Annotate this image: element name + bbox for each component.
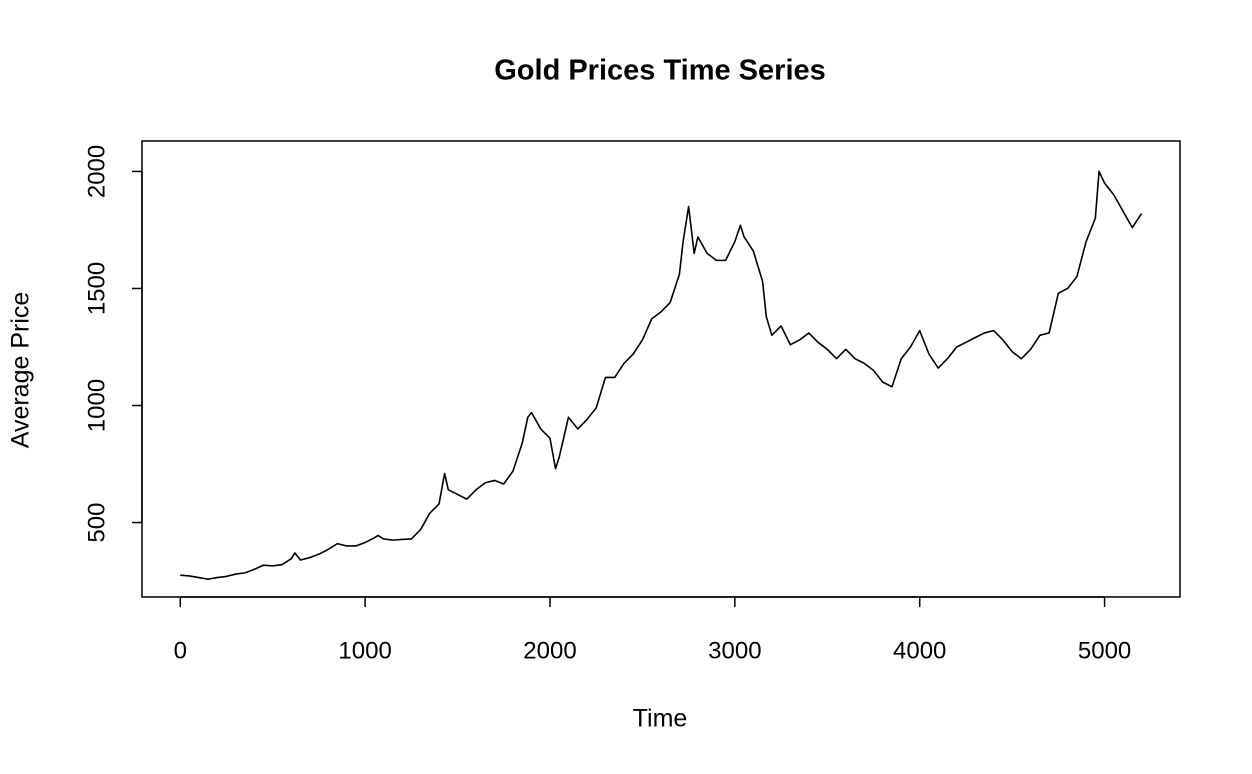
x-axis-label: Time (633, 705, 688, 733)
y-tick-label: 1000 (83, 379, 110, 432)
y-tick-label: 2000 (83, 145, 110, 198)
x-tick-label: 3000 (708, 637, 761, 664)
price-line (180, 170, 1143, 581)
x-tick-label: 1000 (338, 637, 391, 664)
chart-title: Gold Prices Time Series (494, 55, 826, 87)
y-tick-label: 500 (83, 503, 110, 543)
x-tick-label: 0 (174, 637, 187, 664)
x-tick-label: 2000 (523, 637, 576, 664)
x-tick-label: 4000 (893, 637, 946, 664)
y-tick-label: 1500 (83, 262, 110, 315)
plot-box (141, 140, 1181, 598)
x-tick-label: 5000 (1078, 637, 1131, 664)
y-axis-label: Average Price (7, 292, 35, 449)
